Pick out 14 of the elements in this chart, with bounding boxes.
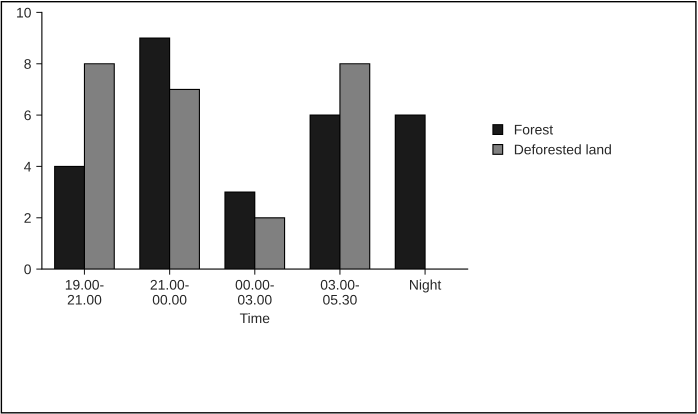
y-tick-label: 4 — [24, 162, 32, 172]
x-tick-label: Night — [410, 280, 442, 292]
legend-label: Deforested land — [514, 144, 611, 154]
legend-label: Forest — [514, 124, 554, 135]
y-tick-label: 0 — [24, 264, 31, 274]
x-axis-title: Time — [240, 312, 270, 324]
y-tick-label: 6 — [24, 110, 31, 120]
x-tick-label: 00.00-03.00 — [236, 280, 274, 305]
x-tick-label: 03.00-05.30 — [320, 280, 359, 305]
y-tick-label: 8 — [24, 59, 31, 69]
x-tick-label: 21.00-00.00 — [150, 280, 189, 305]
y-tick-label: 10 — [17, 8, 31, 18]
x-tick-label: 19.00-21.00 — [66, 280, 104, 305]
y-tick-label: 2 — [24, 213, 31, 223]
